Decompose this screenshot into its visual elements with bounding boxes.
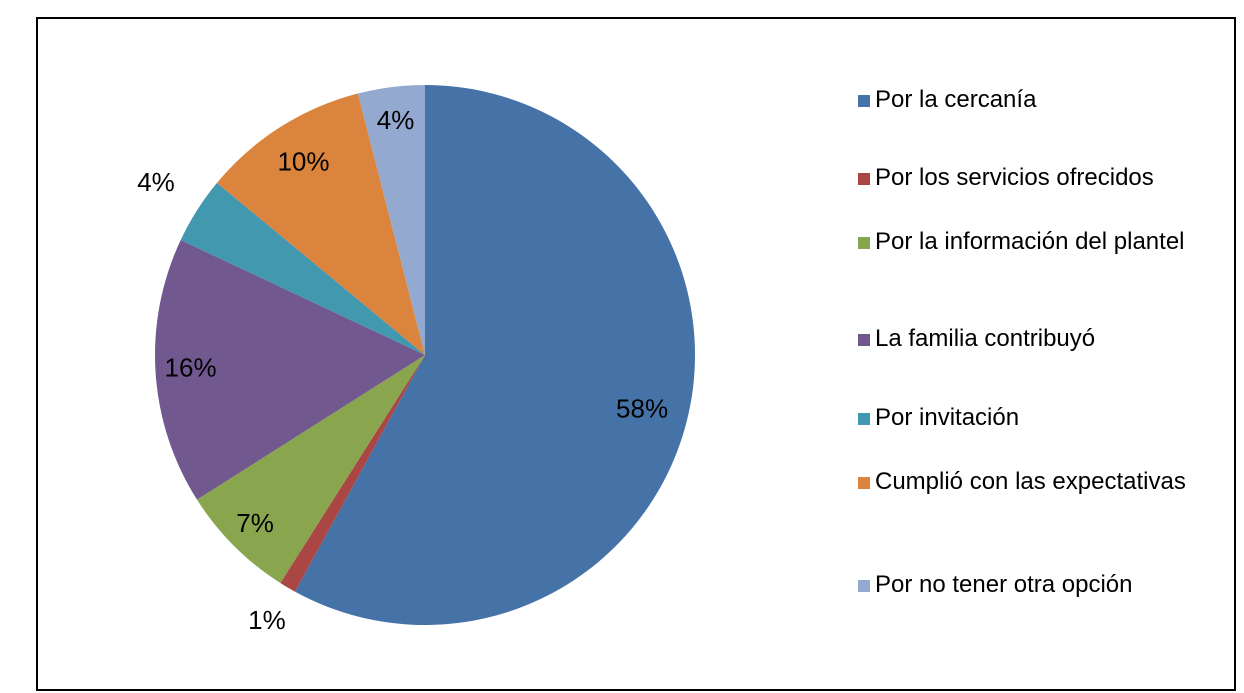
- data-label: 7%: [236, 508, 274, 538]
- legend-entry: Por invitación: [858, 403, 1238, 433]
- pie-slice: [294, 85, 696, 625]
- legend-label: Por la cercanía: [875, 86, 1037, 113]
- legend-swatch: [858, 580, 870, 592]
- legend-label: Por los servicios ofrecidos: [875, 164, 1154, 191]
- data-label: 1%: [248, 605, 286, 635]
- data-label: 58%: [616, 394, 668, 424]
- pie-slice: [357, 85, 425, 355]
- pie-slice: [154, 240, 425, 500]
- legend-swatch: [858, 237, 870, 249]
- data-label: 4%: [137, 167, 175, 197]
- legend-swatch: [858, 413, 870, 425]
- legend-label: Por la información del plantel: [875, 228, 1185, 255]
- pie-slice: [216, 93, 425, 355]
- legend-entry: Por los servicios ofrecidos: [858, 163, 1238, 193]
- pie-slice: [280, 355, 425, 592]
- legend-swatch: [858, 95, 870, 107]
- legend-swatch: [858, 173, 870, 185]
- data-label: 10%: [277, 146, 329, 176]
- legend-entry: Por la cercanía: [858, 85, 1238, 115]
- legend-entry: La familia contribuyó: [858, 324, 1238, 354]
- data-label: 16%: [165, 353, 217, 383]
- legend-label: Cumplió con las expectativas: [875, 468, 1186, 495]
- legend-entry: Cumplió con las expectativas: [858, 467, 1238, 497]
- legend-label: Por invitación: [875, 404, 1020, 431]
- chart-border: [36, 17, 1236, 691]
- legend-label: Por no tener otra opción: [875, 571, 1133, 598]
- legend-entry: Por la información del plantel: [858, 227, 1238, 257]
- pie-slice: [180, 182, 425, 355]
- data-label: 4%: [377, 105, 415, 135]
- pie-slice: [197, 355, 425, 583]
- legend-entry: Por no tener otra opción: [858, 570, 1238, 600]
- legend-swatch: [858, 334, 870, 346]
- legend-label: La familia contribuyó: [875, 325, 1096, 352]
- legend-swatch: [858, 477, 870, 489]
